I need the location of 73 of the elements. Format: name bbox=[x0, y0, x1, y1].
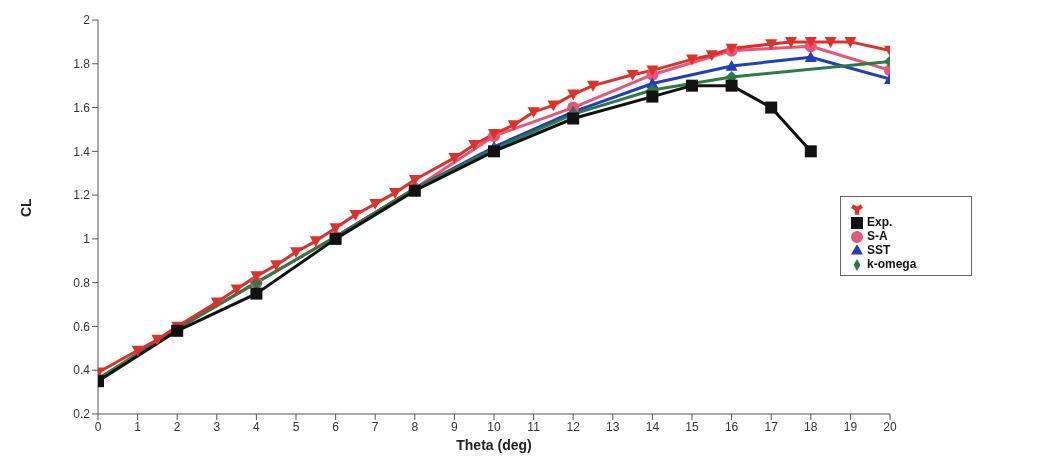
x-tick-label: 10 bbox=[487, 419, 501, 434]
point bbox=[547, 100, 560, 112]
point bbox=[725, 59, 738, 71]
point bbox=[626, 69, 639, 81]
x-tick-label: 3 bbox=[213, 419, 221, 434]
point bbox=[507, 120, 520, 132]
x-tick-label: 16 bbox=[724, 419, 739, 434]
x-tick-label: 7 bbox=[371, 419, 379, 434]
point bbox=[567, 89, 580, 101]
y-axis-title: CL bbox=[17, 197, 34, 217]
point bbox=[250, 271, 263, 283]
x-tick-label: 19 bbox=[843, 419, 858, 434]
legend-label: SST bbox=[867, 243, 891, 257]
point bbox=[844, 37, 857, 48]
point bbox=[587, 80, 599, 92]
point bbox=[765, 39, 778, 51]
y-tick-label: 1.6 bbox=[73, 100, 91, 115]
point bbox=[705, 50, 718, 62]
point bbox=[527, 107, 540, 118]
x-tick-label: 18 bbox=[804, 419, 818, 434]
point bbox=[567, 112, 580, 125]
y-tick-label: 0.6 bbox=[73, 319, 91, 334]
point bbox=[646, 90, 659, 103]
x-tick-label: 0 bbox=[94, 419, 102, 434]
y-tick-label: 0.2 bbox=[73, 407, 91, 422]
legend-label: Exp. bbox=[867, 215, 893, 229]
x-tick-label: 2 bbox=[173, 419, 181, 434]
point bbox=[230, 284, 243, 296]
point bbox=[250, 287, 263, 300]
point bbox=[686, 79, 698, 92]
point bbox=[804, 37, 817, 48]
point bbox=[210, 297, 223, 309]
point bbox=[290, 247, 302, 259]
point bbox=[151, 334, 164, 346]
y-tick-label: 0.4 bbox=[73, 363, 91, 378]
y-tick-label: 1.4 bbox=[73, 144, 91, 159]
y-tick-label: 0.8 bbox=[73, 275, 91, 290]
x-tick-label: 6 bbox=[332, 419, 340, 434]
point bbox=[369, 199, 382, 210]
point bbox=[389, 188, 401, 199]
point bbox=[408, 174, 421, 186]
point bbox=[270, 260, 283, 272]
x-tick-label: 17 bbox=[764, 419, 779, 434]
point bbox=[309, 236, 322, 248]
x-tick-label: 12 bbox=[566, 419, 581, 434]
point bbox=[785, 37, 797, 48]
x-tick-label: 1 bbox=[134, 419, 142, 434]
point bbox=[349, 210, 362, 221]
x-tick-label: 5 bbox=[292, 419, 300, 434]
x-tick-label: 11 bbox=[527, 419, 541, 434]
x-tick-label: 14 bbox=[645, 419, 660, 434]
point bbox=[804, 51, 817, 63]
x-tick-label: 20 bbox=[883, 419, 897, 434]
point bbox=[131, 345, 144, 357]
point bbox=[824, 37, 837, 48]
x-tick-label: 13 bbox=[606, 419, 620, 434]
x-tick-label: 15 bbox=[685, 419, 699, 434]
legend-label: k-omega bbox=[867, 257, 917, 271]
point bbox=[765, 101, 778, 114]
x-tick-label: 9 bbox=[451, 419, 459, 434]
x-tick-label: 8 bbox=[411, 419, 419, 434]
point bbox=[646, 65, 659, 77]
y-tick-label: 2 bbox=[83, 13, 91, 28]
legend-label: S-A bbox=[867, 229, 888, 243]
point bbox=[804, 145, 817, 158]
x-axis-title: Theta (deg) bbox=[456, 437, 532, 453]
point bbox=[725, 79, 738, 92]
y-tick-label: 1 bbox=[83, 232, 91, 247]
point bbox=[329, 223, 342, 234]
y-tick-label: 1.8 bbox=[73, 57, 91, 72]
y-tick-label: 1.2 bbox=[73, 188, 91, 203]
x-tick-label: 4 bbox=[253, 419, 261, 434]
point bbox=[468, 139, 481, 151]
